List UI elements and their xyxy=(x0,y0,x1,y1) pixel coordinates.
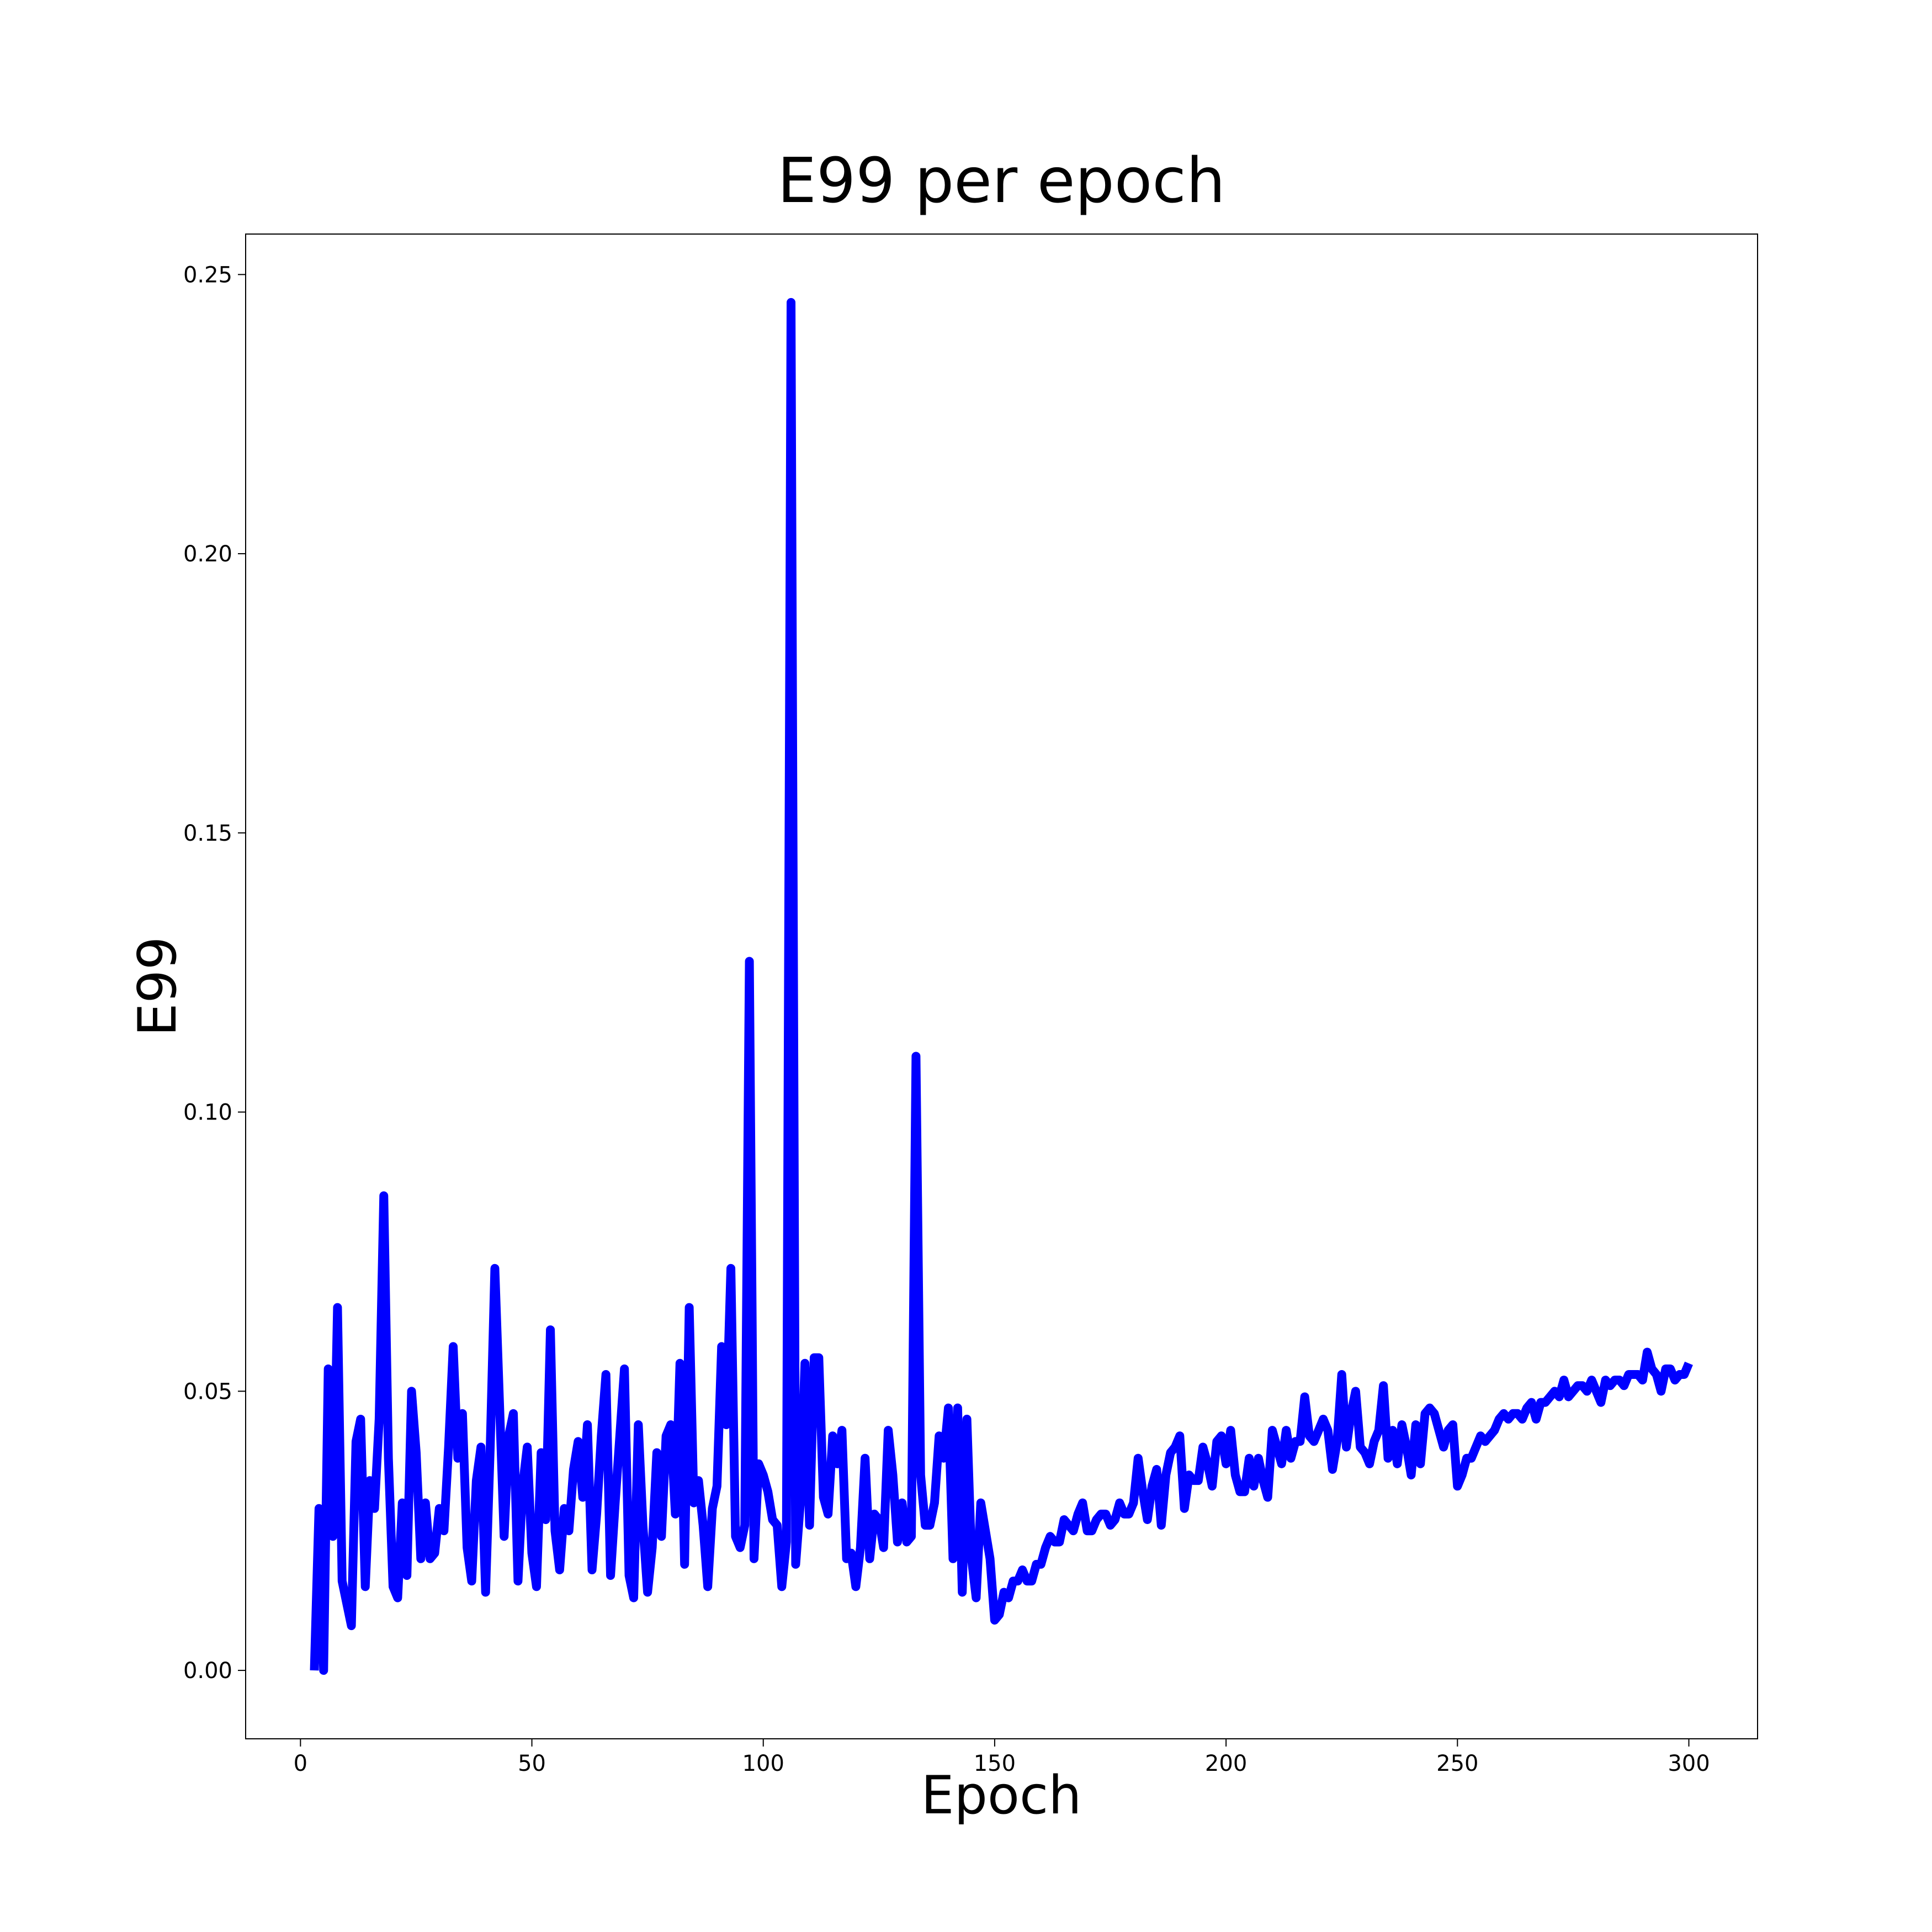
chart-title: E99 per epoch xyxy=(777,145,1225,217)
x-tick-label: 150 xyxy=(974,1751,1016,1776)
data-line xyxy=(310,298,1693,1675)
x-tick-label: 200 xyxy=(1205,1751,1247,1776)
x-tick-label: 100 xyxy=(742,1751,784,1776)
y-tick-label: 0.00 xyxy=(183,1658,232,1684)
y-tick-label: 0.10 xyxy=(183,1100,232,1126)
x-tick-label: 300 xyxy=(1668,1751,1710,1776)
x-tick-label: 250 xyxy=(1436,1751,1478,1776)
y-tick-label: 0.15 xyxy=(183,821,232,846)
y-tick-label: 0.05 xyxy=(183,1379,232,1404)
y-axis-label: E99 xyxy=(128,937,188,1037)
x-tick-label: 50 xyxy=(518,1751,546,1776)
x-tick-label: 0 xyxy=(294,1751,307,1776)
y-tick-label: 0.25 xyxy=(183,262,232,288)
plot-frame xyxy=(245,233,1758,1739)
y-tick-label: 0.20 xyxy=(183,542,232,567)
x-axis-label: Epoch xyxy=(921,1765,1082,1826)
